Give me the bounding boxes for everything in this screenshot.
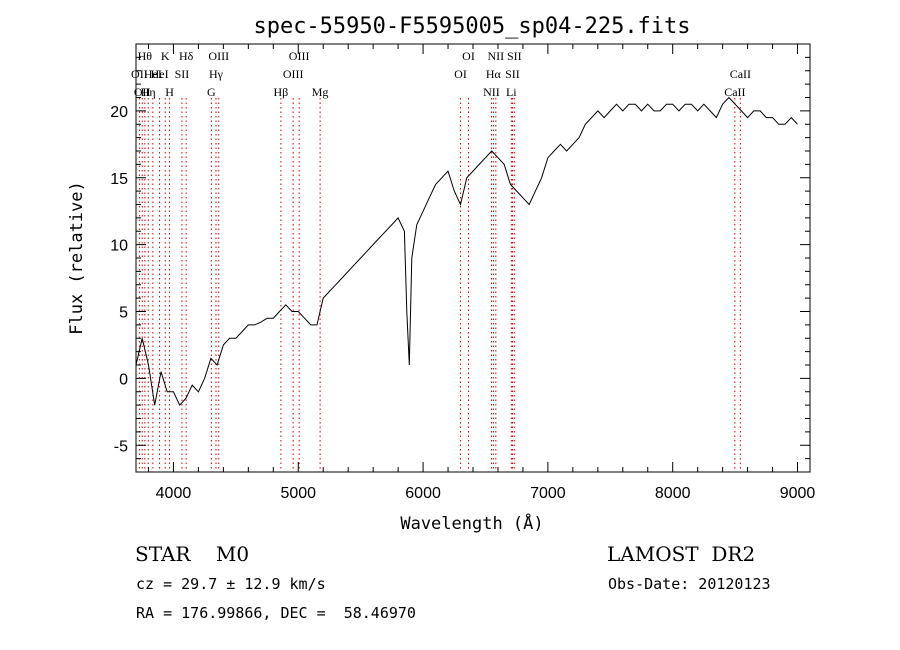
marker-label: Hα: [486, 67, 502, 81]
marker-label: OII: [134, 85, 151, 99]
line-markers: OIIOIIHθHηHeIHeIKHSIIHδGHγOIIIHβOIIIOIII…: [131, 49, 751, 472]
y-tick-label: 5: [119, 305, 128, 322]
marker-label: SII: [507, 49, 522, 63]
y-axis-ticks: -5 0 5 10 15 20: [110, 56, 810, 460]
x-axis-label: Wavelength (Å): [400, 512, 543, 534]
marker-label: NII: [483, 85, 500, 99]
coordinates: RA = 176.99866, DEC = 58.46970: [136, 604, 416, 622]
marker-label: Hθ: [138, 49, 153, 63]
y-tick-label: -5: [114, 438, 128, 455]
x-axis-ticks: 4000 5000 6000 7000 8000 9000: [147, 44, 816, 502]
marker-label: Hη: [141, 85, 156, 99]
marker-label: OI: [462, 49, 475, 63]
y-tick-label: 0: [119, 371, 128, 388]
x-tick-label: 8000: [655, 485, 691, 502]
marker-label: HeI: [144, 67, 162, 81]
spectrum-line: [135, 96, 798, 406]
x-tick-label: 9000: [780, 485, 816, 502]
chart-title: spec-55950-F5595005_sp04-225.fits: [253, 14, 690, 39]
y-tick-label: 15: [110, 171, 128, 188]
marker-label: OI: [454, 67, 467, 81]
marker-label: OIII: [283, 67, 304, 81]
y-tick-label: 20: [110, 104, 128, 121]
marker-label: G: [207, 85, 216, 99]
redshift-cz: cz = 29.7 ± 12.9 km/s: [136, 575, 326, 593]
y-axis-label: Flux (relative): [67, 181, 87, 335]
marker-label: H: [165, 85, 174, 99]
marker-label: CaII: [730, 67, 751, 81]
marker-label: SII: [175, 67, 190, 81]
marker-label: CaII: [724, 85, 745, 99]
marker-label: HeI: [151, 67, 169, 81]
x-tick-label: 4000: [156, 485, 192, 502]
x-tick-label: 6000: [405, 485, 441, 502]
obs-date: Obs-Date: 20120123: [608, 575, 771, 593]
x-tick-label: 7000: [530, 485, 566, 502]
marker-label: K: [161, 49, 170, 63]
marker-label: Hβ: [274, 85, 289, 99]
survey-name: LAMOST DR2: [607, 542, 756, 566]
marker-label: OIII: [208, 49, 229, 63]
marker-label: Hγ: [209, 67, 224, 81]
plot-frame: [135, 43, 811, 473]
marker-label: Mg: [312, 85, 329, 99]
y-tick-label: 10: [110, 238, 128, 255]
object-class: STAR M0: [135, 542, 250, 566]
marker-label: Li: [506, 85, 517, 99]
marker-label: NII: [488, 49, 505, 63]
marker-label: Hδ: [179, 49, 194, 63]
x-tick-label: 5000: [280, 485, 316, 502]
marker-label: SII: [505, 67, 520, 81]
marker-label: OIII: [289, 49, 310, 63]
marker-label: OII: [131, 67, 148, 81]
